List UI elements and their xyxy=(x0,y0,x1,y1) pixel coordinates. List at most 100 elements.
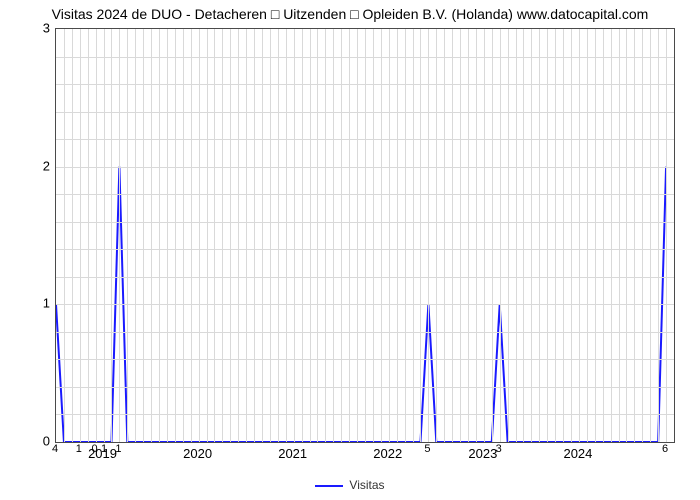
gridline-v xyxy=(119,29,120,442)
gridline-v xyxy=(571,29,572,442)
gridline-v xyxy=(191,29,192,442)
y-tick-label: 1 xyxy=(10,296,50,311)
gridline-v xyxy=(230,29,231,442)
gridline-v xyxy=(452,29,453,442)
gridline-v xyxy=(587,29,588,442)
gridline-v xyxy=(135,29,136,442)
gridline-v xyxy=(492,29,493,442)
gridline-v xyxy=(381,29,382,442)
gridline-v xyxy=(317,29,318,442)
gridline-v xyxy=(500,29,501,442)
gridline-v xyxy=(333,29,334,442)
gridline-v xyxy=(302,29,303,442)
gridline-v xyxy=(428,29,429,442)
gridline-v xyxy=(270,29,271,442)
value-label: 1 xyxy=(115,443,121,455)
x-tick-label: 2022 xyxy=(373,446,402,461)
gridline-v xyxy=(96,29,97,442)
gridline-v xyxy=(325,29,326,442)
gridline-v xyxy=(151,29,152,442)
gridline-v xyxy=(389,29,390,442)
gridline-v xyxy=(341,29,342,442)
gridline-v xyxy=(143,29,144,442)
x-tick-label: 2024 xyxy=(563,446,592,461)
gridline-v xyxy=(603,29,604,442)
y-tick-label: 2 xyxy=(10,158,50,173)
value-label: 1 xyxy=(76,443,82,455)
gridline-v xyxy=(650,29,651,442)
gridline-v xyxy=(555,29,556,442)
gridline-v xyxy=(642,29,643,442)
gridline-v xyxy=(468,29,469,442)
value-label: 1 xyxy=(101,443,107,455)
gridline-v xyxy=(611,29,612,442)
gridline-v xyxy=(349,29,350,442)
gridline-v xyxy=(167,29,168,442)
gridline-v xyxy=(595,29,596,442)
gridline-v xyxy=(539,29,540,442)
y-tick-label: 3 xyxy=(10,21,50,36)
gridline-v xyxy=(80,29,81,442)
legend-swatch xyxy=(315,485,343,487)
gridline-v xyxy=(626,29,627,442)
gridline-v xyxy=(373,29,374,442)
gridline-v xyxy=(222,29,223,442)
gridline-v xyxy=(357,29,358,442)
gridline-v xyxy=(444,29,445,442)
x-tick-label: 2023 xyxy=(468,446,497,461)
plot-area xyxy=(55,28,675,443)
value-label: 5 xyxy=(424,443,430,455)
gridline-v xyxy=(286,29,287,442)
gridline-v xyxy=(183,29,184,442)
gridline-v xyxy=(516,29,517,442)
gridline-v xyxy=(508,29,509,442)
gridline-v xyxy=(420,29,421,442)
gridline-v xyxy=(397,29,398,442)
gridline-v xyxy=(104,29,105,442)
gridline-v xyxy=(294,29,295,442)
gridline-v xyxy=(127,29,128,442)
gridline-v xyxy=(159,29,160,442)
gridline-v xyxy=(413,29,414,442)
gridline-v xyxy=(531,29,532,442)
gridline-v xyxy=(64,29,65,442)
gridline-v xyxy=(88,29,89,442)
gridline-v xyxy=(619,29,620,442)
legend-label: Visitas xyxy=(349,478,384,492)
gridline-v xyxy=(405,29,406,442)
gridline-v xyxy=(436,29,437,442)
gridline-v xyxy=(547,29,548,442)
chart-title: Visitas 2024 de DUO - Detacheren □ Uitze… xyxy=(0,6,700,22)
legend: Visitas xyxy=(0,478,700,492)
gridline-v xyxy=(634,29,635,442)
chart-container: Visitas 2024 de DUO - Detacheren □ Uitze… xyxy=(0,0,700,500)
gridline-v xyxy=(658,29,659,442)
x-tick-label: 2021 xyxy=(278,446,307,461)
gridline-v xyxy=(72,29,73,442)
gridline-v xyxy=(111,29,112,442)
gridline-v xyxy=(238,29,239,442)
value-label: 0 xyxy=(92,443,98,455)
gridline-v xyxy=(476,29,477,442)
gridline-v xyxy=(563,29,564,442)
gridline-v xyxy=(484,29,485,442)
gridline-v xyxy=(262,29,263,442)
gridline-v xyxy=(207,29,208,442)
gridline-v xyxy=(460,29,461,442)
y-tick-label: 0 xyxy=(10,434,50,449)
value-label: 6 xyxy=(662,443,668,455)
gridline-v xyxy=(214,29,215,442)
value-label: 4 xyxy=(52,443,58,455)
gridline-v xyxy=(246,29,247,442)
gridline-v xyxy=(523,29,524,442)
gridline-v xyxy=(310,29,311,442)
value-label: 3 xyxy=(496,443,502,455)
gridline-v xyxy=(175,29,176,442)
gridline-v xyxy=(278,29,279,442)
gridline-v xyxy=(666,29,667,442)
x-tick-label: 2020 xyxy=(183,446,212,461)
gridline-v xyxy=(579,29,580,442)
gridline-v xyxy=(254,29,255,442)
gridline-v xyxy=(365,29,366,442)
gridline-v xyxy=(199,29,200,442)
